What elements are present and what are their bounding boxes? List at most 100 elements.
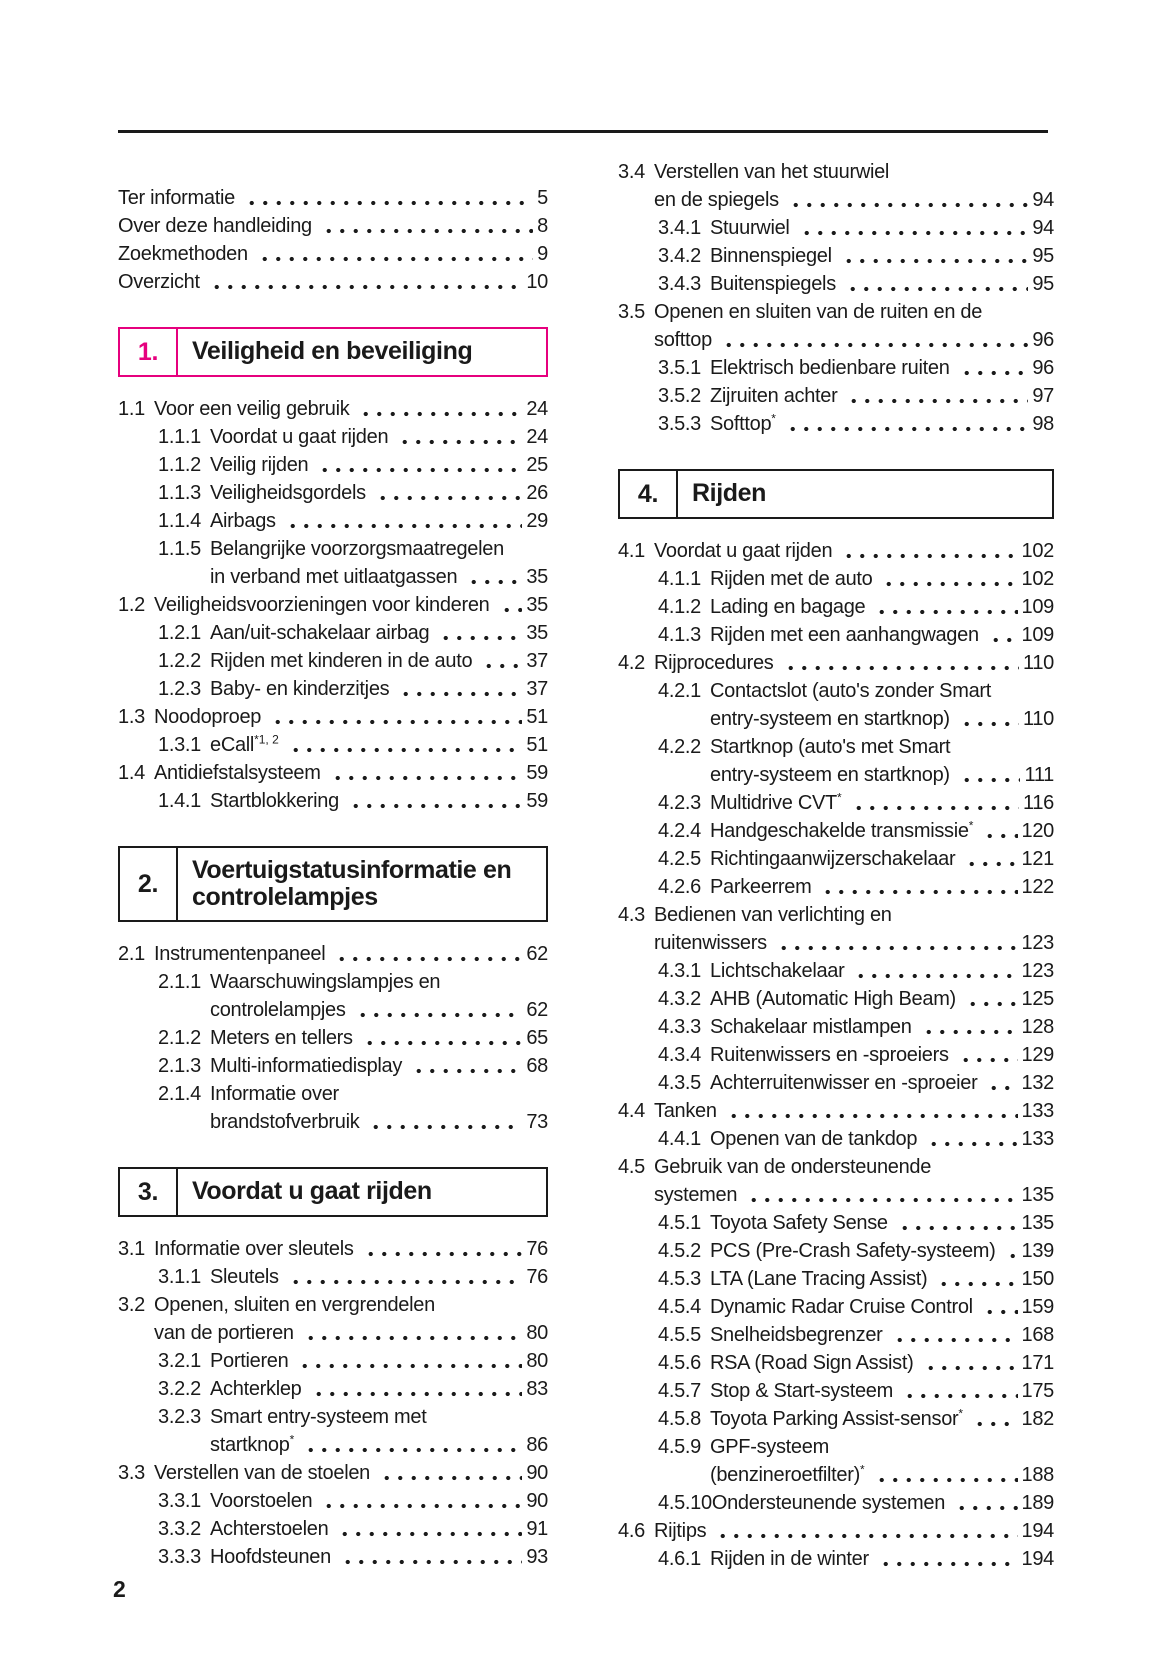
dot-leader xyxy=(985,621,1018,649)
toc-entry: Zoekmethoden 9 xyxy=(118,240,548,268)
entry-line: Achterruitenwisser en -sproeier 132 xyxy=(710,1069,1054,1097)
entry-label: Verstellen van de stoelen xyxy=(154,1462,370,1484)
entry-line: Verstellen van het stuurwiel xyxy=(654,158,1054,186)
entry-body: Ruitenwissers en -sproeiers 129 xyxy=(710,1041,1054,1069)
entry-body: Voordat u gaat rijden 24 xyxy=(210,423,548,451)
entry-label: Dynamic Radar Cruise Control xyxy=(710,1296,973,1318)
entry-line: Parkeerrem 122 xyxy=(710,873,1054,901)
toc-entry: 4.4.1 Openen van de tankdop 133 xyxy=(618,1125,1054,1153)
entry-number: 3.2 xyxy=(118,1294,145,1316)
entry-line: Aan/uit-schakelaar airbag 35 xyxy=(210,619,548,647)
entry-number: 1.1.5 xyxy=(158,538,201,560)
entry-page: 35 xyxy=(526,566,548,588)
entry-number: 4.3.1 xyxy=(658,960,701,982)
entry-page: 95 xyxy=(1032,245,1054,267)
entry-number: 2.1.3 xyxy=(158,1055,201,1077)
entry-number: 1.1 xyxy=(118,398,145,420)
toc-entry: 4.3.5 Achterruitenwisser en -sproeier 132 xyxy=(618,1069,1054,1097)
entry-body: Noodoproep 51 xyxy=(154,703,548,731)
entry-number: 4.5.5 xyxy=(658,1324,701,1346)
entry-line: systemen 135 xyxy=(654,1181,1054,1209)
entry-line: LTA (Lane Tracing Assist) 150 xyxy=(710,1265,1054,1293)
entry-number: 4.3.5 xyxy=(658,1072,701,1094)
toc-entry: Overzicht 10 xyxy=(118,268,548,296)
dot-leader xyxy=(934,1265,1018,1293)
footnote-marker: * xyxy=(968,818,974,833)
entry-page: 150 xyxy=(1021,1268,1055,1290)
entry-page: 86 xyxy=(526,1434,548,1456)
entry-label: Achterklep xyxy=(210,1378,302,1400)
dot-leader xyxy=(818,873,1018,901)
entry-label: systemen xyxy=(654,1184,738,1206)
dot-leader xyxy=(785,186,1029,214)
entry-page: 68 xyxy=(526,1055,548,1077)
entry-page: 26 xyxy=(526,482,548,504)
dot-leader xyxy=(308,1375,523,1403)
entry-line: Elektrisch bedienbare ruiten 96 xyxy=(710,354,1054,382)
dot-leader xyxy=(206,268,523,296)
entry-body: Verstellen van het stuurwiel en de spiege… xyxy=(654,158,1054,214)
toc-column-right: 3.4 Verstellen van het stuurwiel en de spi… xyxy=(618,158,1054,1573)
toc-entry: 3.3.2 Achterstoelen 91 xyxy=(118,1515,548,1543)
entry-line: Startknop (auto's met Smart xyxy=(710,733,1054,761)
entry-line: en de spiegels 94 xyxy=(654,186,1054,214)
entry-page: 94 xyxy=(1032,189,1054,211)
entry-page: 80 xyxy=(526,1322,548,1344)
toc-entry: 4.3 Bedienen van verlichting en ruitenwiss… xyxy=(618,901,1054,957)
entry-body: Buitenspiegels 95 xyxy=(710,270,1054,298)
entry-body: Aan/uit-schakelaar airbag 35 xyxy=(210,619,548,647)
entry-page: 194 xyxy=(1021,1548,1055,1570)
entry-label: in verband met uitlaatgassen xyxy=(210,566,458,588)
entry-page: 188 xyxy=(1021,1464,1055,1486)
dot-leader xyxy=(839,537,1018,565)
entry-line: eCall*1, 2 51 xyxy=(210,731,548,759)
dot-leader xyxy=(372,479,523,507)
entry-page: 96 xyxy=(1032,357,1054,379)
toc-entry: 4.5.9 GPF-systeem (benzineroetfilter)* 188 xyxy=(618,1433,1054,1489)
toc-entry: 4.4 Tanken 133 xyxy=(618,1097,1054,1125)
entry-page: 35 xyxy=(526,594,548,616)
entry-body: Rijden met een aanhangwagen 109 xyxy=(710,621,1054,649)
entry-page: 25 xyxy=(526,454,548,476)
entry-body: Startblokkering 59 xyxy=(210,787,548,815)
dot-leader xyxy=(1002,1237,1018,1265)
dot-leader xyxy=(984,1069,1018,1097)
entry-body: Startknop (auto's met Smart entry-systeem… xyxy=(710,733,1054,789)
toc-entry: 2.1.3 Multi-informatiedisplay 68 xyxy=(118,1052,548,1080)
entry-number: 4.3.4 xyxy=(658,1044,701,1066)
toc-entry: 1.2.3 Baby- en kinderzitjes 37 xyxy=(118,675,548,703)
entry-body: Veiligheidsgordels 26 xyxy=(210,479,548,507)
entry-label: Achterruitenwisser en -sproeier xyxy=(710,1072,978,1094)
entry-body: Openen en sluiten van de ruiten en de sof… xyxy=(654,298,1054,354)
entry-line: Verstellen van de stoelen 90 xyxy=(154,1459,548,1487)
entry-body: Antidiefstalsysteem 59 xyxy=(154,759,548,787)
entry-label: Rijden met een aanhangwagen xyxy=(710,624,979,646)
toc-entry: 4.3.4 Ruitenwissers en -sproeiers 129 xyxy=(618,1041,1054,1069)
entry-line: Rijden met de auto 102 xyxy=(710,565,1054,593)
entry-number: 4.5.9 xyxy=(658,1436,701,1458)
entry-number: 1.1.4 xyxy=(158,510,201,532)
entry-label: Lichtschakelaar xyxy=(710,960,845,982)
entry-body: eCall*1, 2 51 xyxy=(210,731,548,759)
entry-label: Veilig rijden xyxy=(210,454,309,476)
section-header: 4. Rijden xyxy=(618,469,1054,519)
dot-leader xyxy=(838,242,1029,270)
dot-leader xyxy=(345,787,523,815)
entry-page: 125 xyxy=(1021,988,1055,1010)
entry-line: Zijruiten achter 97 xyxy=(710,382,1054,410)
entry-number: 4.2.5 xyxy=(658,848,701,870)
dot-leader xyxy=(300,1319,523,1347)
dot-leader xyxy=(285,731,523,759)
dot-leader xyxy=(713,1517,1018,1545)
toc-entry: 4.3.1 Lichtschakelaar 123 xyxy=(618,957,1054,985)
entry-line: PCS (Pre-Crash Safety-systeem) 139 xyxy=(710,1237,1054,1265)
entry-number: 4.4.1 xyxy=(658,1128,701,1150)
toc-entry: 4.5 Gebruik van de ondersteunende systemen… xyxy=(618,1153,1054,1209)
entry-body: Openen van de tankdop 133 xyxy=(710,1125,1054,1153)
toc-entry: 3.3.3 Hoofdsteunen 93 xyxy=(118,1543,548,1571)
entry-label: Elektrisch bedienbare ruiten xyxy=(710,357,950,379)
entry-body: Softtop* 98 xyxy=(710,410,1054,438)
dot-leader xyxy=(871,1461,1018,1489)
entry-body: AHB (Automatic High Beam) 125 xyxy=(710,985,1054,1013)
entry-number: 4.5.6 xyxy=(658,1352,701,1374)
